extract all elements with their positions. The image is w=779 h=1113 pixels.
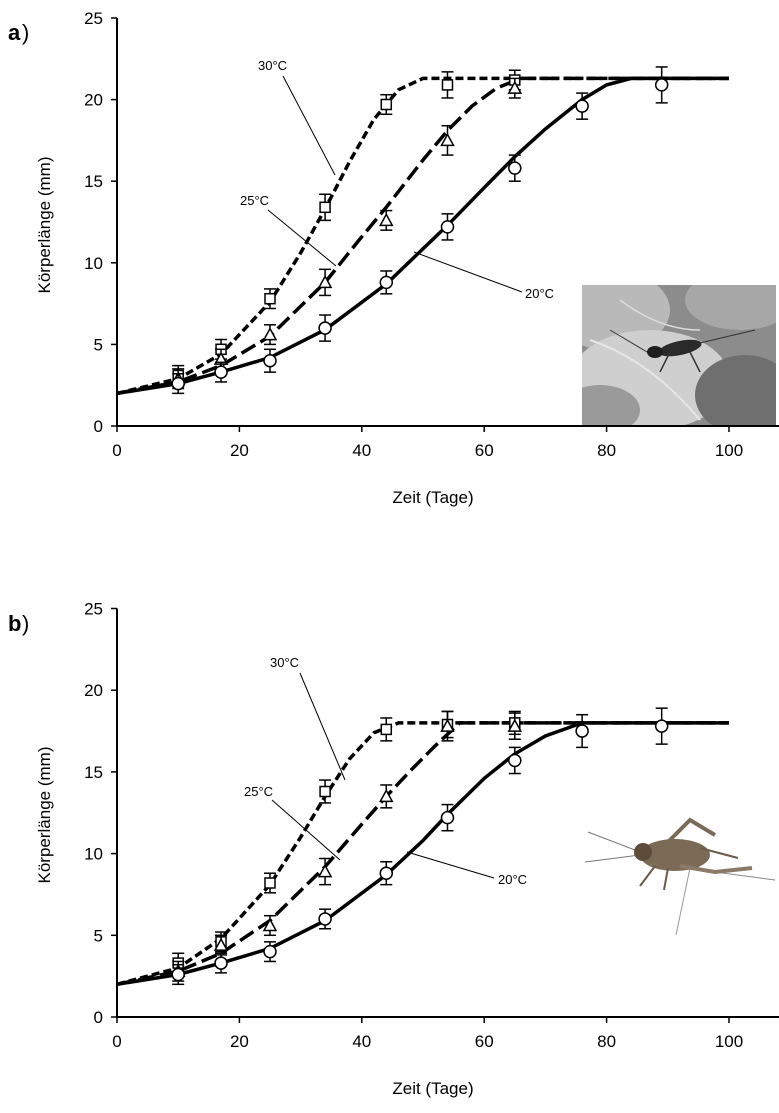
data-point-triangle <box>379 212 394 227</box>
annotation-leader-line <box>413 251 523 293</box>
data-point-circle <box>575 99 589 113</box>
series-label: 20°C <box>498 872 527 887</box>
panel-b-plot-area: 0 20 40 60 80 100 0 5 10 15 20 25 30°C 25°C 20°C <box>84 600 779 1051</box>
series-label: 30°C <box>258 58 287 73</box>
data-point-square <box>441 79 454 91</box>
y-tick-label: 0 <box>94 1008 103 1027</box>
cricket-cutout-photo <box>584 817 776 936</box>
y-tick-label: 10 <box>84 254 103 273</box>
data-point-square <box>380 723 393 736</box>
cricket-photo-on-leaf <box>582 285 776 425</box>
x-tick-label: 20 <box>230 1032 249 1051</box>
panel-b-x-axis-label: Zeit (Tage) <box>392 1079 473 1098</box>
data-point-circle <box>379 275 394 290</box>
x-tick-label: 60 <box>475 1032 494 1051</box>
annotation-leader-line <box>271 799 341 861</box>
data-point-circle <box>440 220 455 234</box>
data-point-circle <box>171 376 185 391</box>
x-tick-label: 40 <box>352 1032 371 1051</box>
data-point-circle <box>214 365 228 379</box>
data-point-triangle <box>213 937 229 951</box>
data-point-circle <box>508 753 522 768</box>
x-tick-label: 0 <box>112 441 121 460</box>
data-point-triangle <box>317 864 333 878</box>
data-point-circle <box>508 161 522 175</box>
data-point-circle <box>318 321 332 335</box>
data-point-triangle <box>507 80 523 94</box>
data-point-circle <box>214 956 228 970</box>
panel-b-chart: b ) 0 20 40 60 80 100 0 5 10 15 20 25 30°C 25°C 20°C Z… <box>8 600 779 1098</box>
data-point-square <box>380 98 393 111</box>
y-tick-label: 0 <box>94 417 103 436</box>
data-point-triangle <box>262 327 278 341</box>
panel-a-letter: a <box>8 20 21 45</box>
data-point-circle <box>318 912 332 926</box>
y-tick-label: 15 <box>84 763 103 782</box>
y-tick-label: 25 <box>84 600 103 619</box>
data-point-square <box>319 785 331 798</box>
x-tick-label: 60 <box>475 441 494 460</box>
data-point-circle <box>263 944 277 959</box>
y-tick-label: 5 <box>94 926 103 945</box>
data-point-triangle <box>317 274 333 289</box>
y-tick-label: 10 <box>84 845 103 864</box>
data-point-triangle <box>379 788 394 803</box>
y-tick-label: 20 <box>84 681 103 700</box>
y-tick-label: 20 <box>84 91 103 110</box>
data-point-circle <box>171 967 185 982</box>
data-point-circle <box>379 866 394 880</box>
x-tick-label: 0 <box>112 1032 121 1051</box>
x-tick-label: 80 <box>597 1032 616 1051</box>
x-tick-label: 20 <box>230 441 249 460</box>
y-tick-label: 15 <box>84 172 103 191</box>
data-point-triangle <box>262 917 278 932</box>
panel-b-letter: b <box>8 611 21 636</box>
x-tick-label: 100 <box>715 1032 743 1051</box>
data-point-triangle <box>440 718 455 732</box>
data-point-square <box>264 877 276 889</box>
series-label: 25°C <box>240 193 269 208</box>
annotation-leader-line <box>267 209 337 267</box>
y-tick-label: 5 <box>94 335 103 354</box>
panel-b-y-axis-label: Körperlänge (mm) <box>35 747 54 884</box>
panel-a-chart: a ) 0 20 40 60 80 100 0 5 10 15 20 25 30°C 25°C 20°C Z… <box>8 9 779 507</box>
panel-a-plot-area: 0 20 40 60 80 100 0 5 10 15 20 25 30°C 25°C 20°C <box>84 9 779 460</box>
y-tick-label: 25 <box>84 9 103 28</box>
annotation-leader-line <box>299 672 346 781</box>
series-line-triangle <box>116 76 729 396</box>
panel-a-x-axis-label: Zeit (Tage) <box>392 488 473 507</box>
data-point-circle <box>440 810 455 825</box>
panel-b-paren: ) <box>22 611 29 636</box>
series-label: 20°C <box>525 286 554 301</box>
data-point-square <box>264 292 276 305</box>
data-point-circle <box>575 724 589 738</box>
data-point-circle <box>263 353 277 368</box>
data-point-circle <box>654 78 669 92</box>
annotation-leader-line <box>406 851 495 879</box>
x-tick-label: 100 <box>715 441 743 460</box>
series-line-circle <box>116 76 729 396</box>
annotation-leader-line <box>282 75 336 176</box>
panel-a-y-axis-label: Körperlänge (mm) <box>35 157 54 294</box>
x-tick-label: 80 <box>597 441 616 460</box>
data-point-triangle <box>507 718 523 732</box>
series-label: 30°C <box>270 655 299 670</box>
data-point-square <box>319 201 331 214</box>
panel-a-paren: ) <box>22 20 29 45</box>
x-tick-label: 40 <box>352 441 371 460</box>
data-point-circle <box>654 719 669 733</box>
data-point-triangle <box>440 132 455 147</box>
series-label: 25°C <box>244 784 273 799</box>
